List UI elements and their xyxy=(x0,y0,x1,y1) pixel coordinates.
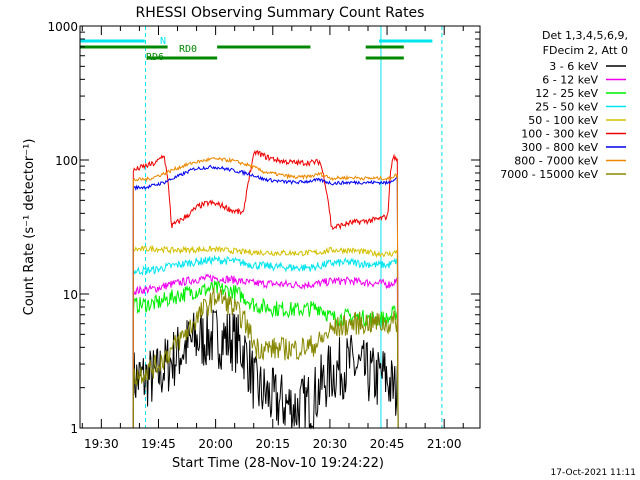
plot-frame xyxy=(79,25,481,429)
footer-timestamp: 17-Oct-2021 11:11 xyxy=(551,468,636,478)
series-line-1 xyxy=(132,273,399,429)
legend: Det 1,3,4,5,6,9, FDecim 2, Att 0 3 - 6 keV… xyxy=(500,29,628,181)
y-tick-label: 1000 xyxy=(47,20,78,34)
series-line-5 xyxy=(132,149,399,429)
legend-entry-label: 100 - 300 keV xyxy=(521,128,598,141)
x-tick-label: 19:45 xyxy=(141,437,176,451)
series-line-8 xyxy=(132,287,399,429)
flag-rd0-label: RD0 xyxy=(179,44,197,55)
series-line-6 xyxy=(132,164,399,429)
y-tick-label: 1 xyxy=(70,422,78,436)
x-tick-label: 20:15 xyxy=(255,437,290,451)
flag-n-label: N xyxy=(160,36,166,47)
legend-entry-label: 7000 - 15000 keV xyxy=(500,168,598,181)
chart-title: RHESSI Observing Summary Count Rates xyxy=(136,5,425,21)
legend-header-line: FDecim 2, Att 0 xyxy=(543,44,628,57)
x-tick-label: 20:00 xyxy=(198,437,233,451)
x-tick-label: 19:30 xyxy=(84,437,119,451)
legend-header-line: Det 1,3,4,5,6,9, xyxy=(542,29,628,42)
x-tick-label: 20:30 xyxy=(313,437,348,451)
legend-entry-label: 3 - 6 keV xyxy=(549,60,598,73)
legend-entry-label: 6 - 12 keV xyxy=(542,74,598,87)
series-line-3 xyxy=(132,254,399,429)
flag-rd6-label: RD6 xyxy=(146,52,164,63)
y-axis-label: Count Rate (s⁻¹ detector⁻¹) xyxy=(22,139,37,316)
series-line-2 xyxy=(132,280,399,429)
series-line-4 xyxy=(132,244,399,429)
axes: 1 10 100 1000 19:30 19:45 20:00 20:15 20:30 20:45… xyxy=(47,20,480,451)
legend-entry-label: 800 - 7000 keV xyxy=(514,155,598,168)
series-line-0 xyxy=(132,306,399,430)
x-tick-label: 20:45 xyxy=(370,437,405,451)
x-tick-label: 21:00 xyxy=(427,437,462,451)
legend-entry-label: 25 - 50 keV xyxy=(535,101,598,114)
y-tick-label: 100 xyxy=(55,154,78,168)
series-line-7 xyxy=(132,156,399,429)
plot-area: N RD0 RD6 xyxy=(79,26,443,430)
legend-entry-label: 12 - 25 keV xyxy=(535,87,598,100)
legend-entry-label: 300 - 800 keV xyxy=(521,141,598,154)
x-axis-label: Start Time (28-Nov-10 19:24:22) xyxy=(172,456,384,471)
y-tick-label: 10 xyxy=(63,288,78,302)
legend-entry-label: 50 - 100 keV xyxy=(528,114,598,127)
